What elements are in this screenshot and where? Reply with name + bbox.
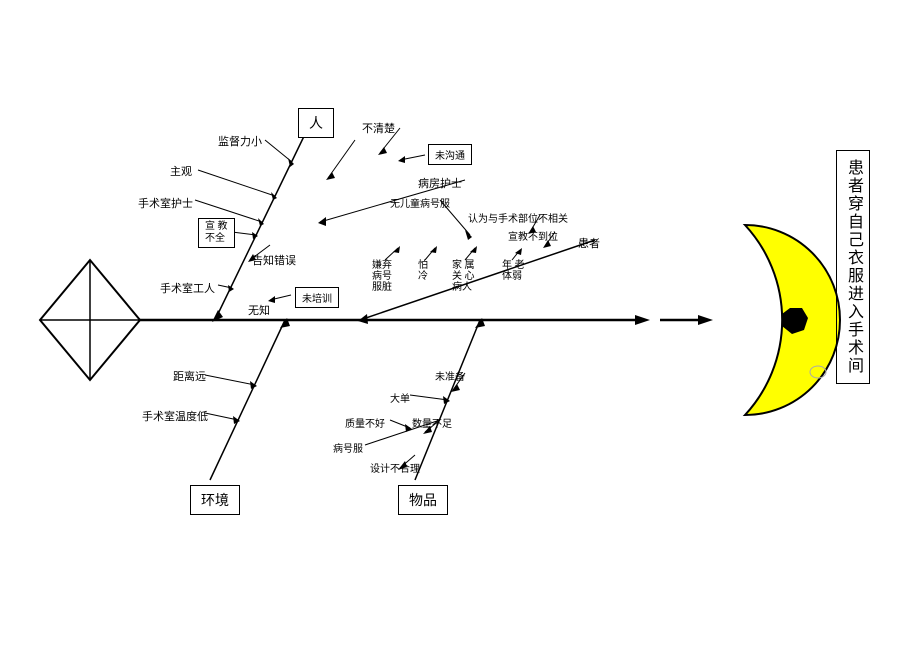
lbl-temp-low: 手术室温度低 [142,408,208,424]
lbl-unrelated: 认为与手术部位不相关 [468,210,568,225]
lbl-elderly: 年 老 体弱 [502,260,525,282]
diagram-title: 患者穿自己衣服进入手术间 [836,150,870,384]
lbl-ward-nurse: 病房护士 [418,175,462,191]
lbl-distance: 距离远 [173,368,206,384]
lbl-edu-not-in-place: 宣教不到位 [508,228,558,243]
lbl-family: 家 属 关 心 病人 [452,260,475,293]
lbl-patient: 患者 [578,235,600,251]
lbl-gown2: 病号服 [333,440,363,455]
box-edu-incomplete: 宣 教 不全 [198,218,235,248]
lbl-or-nurse: 手术室护士 [138,195,193,211]
bone-environment [210,320,285,480]
lbl-supervision: 监督力小 [218,133,262,149]
lbl-not-prepared: 未准备 [435,368,465,383]
lbl-subjective: 主观 [170,163,192,179]
lbl-cold: 怕 冷 [418,260,428,282]
lbl-big-sheet: 大单 [390,390,410,405]
lbl-design: 设计不合理 [370,460,420,475]
category-person: 人 [298,108,334,138]
lbl-notify-error: 告知错误 [252,252,296,268]
lbl-no-child-gown: 无儿童病号服 [390,195,450,210]
lbl-unclear: 不清楚 [362,120,395,136]
box-no-communication: 未沟通 [428,144,472,165]
box-no-training: 未培训 [295,287,339,308]
category-goods: 物品 [398,485,448,515]
fishbone-svg [0,0,920,651]
lbl-or-worker: 手术室工人 [160,280,215,296]
lbl-dislike-gown: 嫌弃 病号 服脏 [372,260,392,293]
category-environment: 环境 [190,485,240,515]
lbl-quality: 质量不好 [345,415,385,430]
lbl-qty: 数量不足 [412,415,452,430]
lbl-ignorant: 无知 [248,302,270,318]
